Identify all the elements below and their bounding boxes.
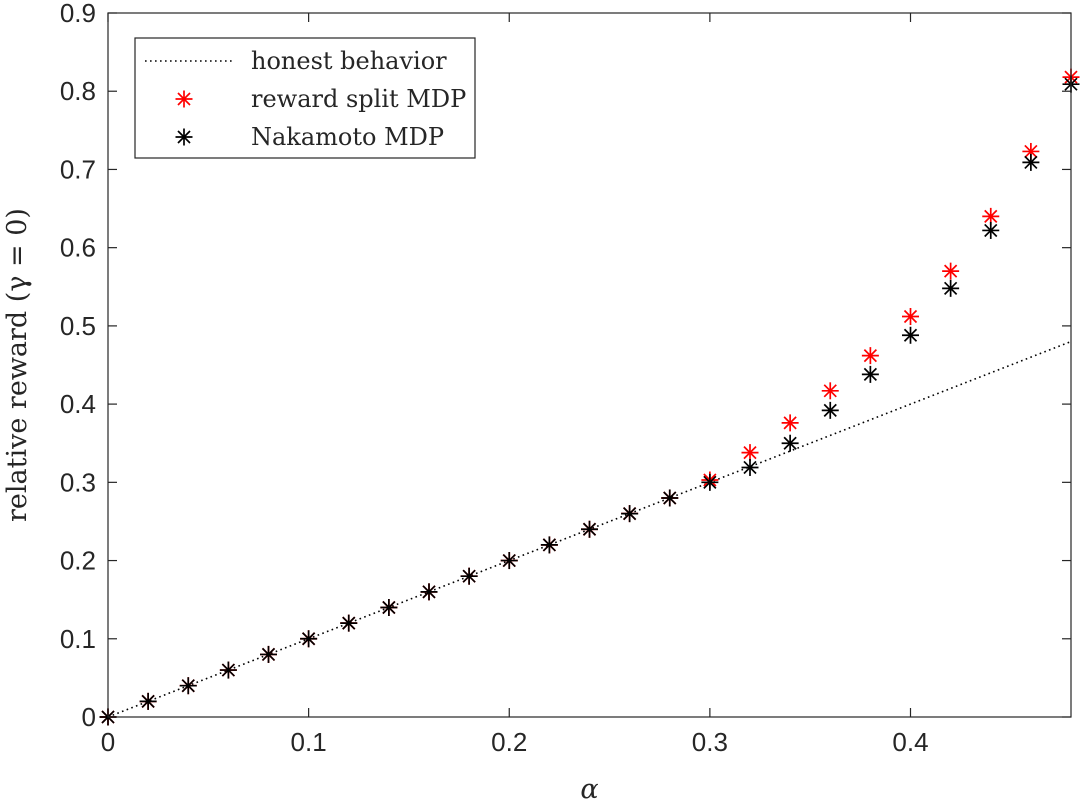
y-tick-label: 0.1 — [60, 624, 96, 654]
y-tick-label: 0.5 — [60, 311, 96, 341]
point-nakamoto-mdp — [982, 221, 1000, 239]
point-nakamoto-mdp — [420, 583, 438, 601]
y-tick-label: 0.2 — [60, 546, 96, 576]
axis-ticks: 0 0.1 0.2 0.3 0.4 0 0.1 0.2 0.3 0.4 0.5 0.6 0.7 0.8 0.… — [60, 0, 1071, 757]
point-reward-split-mdp — [741, 444, 759, 462]
point-nakamoto-mdp — [861, 365, 879, 383]
point-nakamoto-mdp — [701, 473, 719, 491]
x-tick-label: 0.4 — [892, 727, 928, 757]
legend-swatch-reward-split-mdp — [175, 90, 193, 108]
x-tick-label: 0.3 — [692, 727, 728, 757]
point-nakamoto-mdp — [540, 536, 558, 554]
legend-box — [134, 37, 476, 159]
point-nakamoto-mdp — [1022, 153, 1040, 171]
point-reward-split-mdp — [781, 414, 799, 432]
y-tick-label: 0.6 — [60, 233, 96, 263]
y-axis-label: relative reward (γ = 0) — [2, 208, 33, 522]
point-reward-split-mdp — [902, 308, 919, 326]
legend-swatch-nakamoto-mdp — [175, 128, 193, 146]
y-tick-label: 0.4 — [60, 389, 96, 419]
x-axis-label: α — [580, 774, 598, 802]
legend: honest behavior reward split MDP Nakamoto … — [134, 37, 476, 159]
point-nakamoto-mdp — [581, 520, 598, 538]
series-layer — [99, 68, 1080, 726]
point-nakamoto-mdp — [380, 598, 398, 616]
point-nakamoto-mdp — [942, 279, 960, 297]
point-nakamoto-mdp — [179, 677, 197, 695]
x-tick-label: 0 — [101, 727, 115, 757]
y-tick-label: 0 — [82, 702, 96, 732]
point-nakamoto-mdp — [821, 401, 839, 419]
legend-label-honest-behavior: honest behavior — [251, 47, 447, 75]
point-nakamoto-mdp — [902, 326, 919, 344]
y-tick-label: 0.3 — [60, 467, 96, 497]
y-tick-label: 0.8 — [60, 76, 96, 106]
point-nakamoto-mdp — [621, 505, 639, 523]
point-nakamoto-mdp — [741, 458, 759, 476]
point-nakamoto-mdp — [219, 661, 237, 679]
y-tick-label: 0.9 — [60, 0, 96, 28]
legend-label-reward-split-mdp: reward split MDP — [251, 85, 466, 113]
x-tick-label: 0.1 — [291, 727, 327, 757]
point-nakamoto-mdp — [260, 645, 277, 663]
legend-label-nakamoto-mdp: Nakamoto MDP — [251, 123, 444, 151]
y-tick-label: 0.7 — [60, 154, 96, 184]
point-reward-split-mdp — [942, 262, 960, 280]
axes-box — [107, 12, 1072, 718]
x-tick-label: 0.2 — [491, 727, 527, 757]
point-nakamoto-mdp — [139, 692, 157, 710]
point-nakamoto-mdp — [340, 614, 358, 632]
point-reward-split-mdp — [861, 347, 879, 365]
point-nakamoto-mdp — [460, 567, 478, 585]
point-nakamoto-mdp — [661, 489, 679, 507]
point-reward-split-mdp — [821, 382, 839, 400]
point-nakamoto-mdp — [300, 630, 318, 648]
series-line-honest-behavior — [107, 340, 1072, 718]
point-nakamoto-mdp — [500, 552, 518, 570]
point-nakamoto-mdp — [781, 434, 799, 452]
